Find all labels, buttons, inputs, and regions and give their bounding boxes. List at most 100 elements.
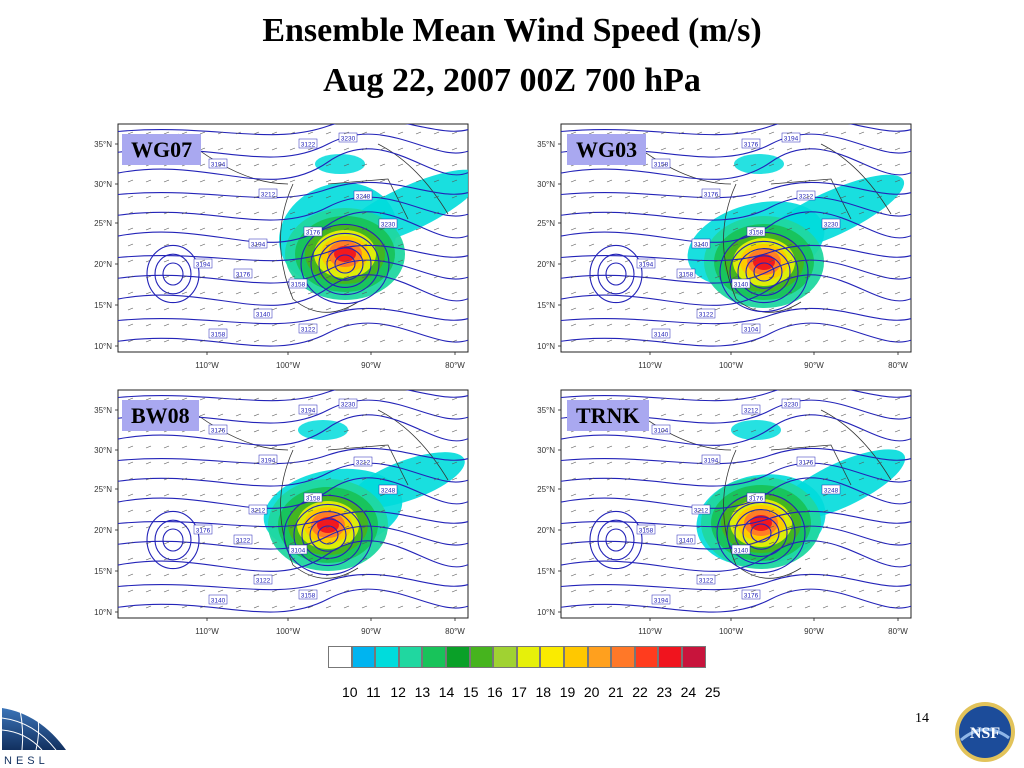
svg-text:3230: 3230 (784, 402, 799, 409)
slide-title: Ensemble Mean Wind Speed (m/s) (262, 12, 762, 49)
colorbar-label: 24 (680, 684, 697, 700)
panel-label: BW08 (122, 400, 199, 431)
svg-text:3248: 3248 (381, 488, 396, 495)
colorbar-swatch (422, 646, 446, 668)
lat-label: 25°N (94, 219, 112, 228)
lon-label: 100°W (719, 361, 744, 370)
colorbar-labels: 10 11 12 13 14 15 16 17 18 19 20 21 22 23 24 25 (342, 684, 729, 700)
svg-text:3230: 3230 (341, 402, 356, 409)
lat-label: 20°N (94, 260, 112, 269)
colorbar-swatch (375, 646, 399, 668)
lon-label: 100°W (276, 361, 301, 370)
contour-label: 3140 (651, 328, 671, 339)
svg-text:3158: 3158 (749, 230, 764, 237)
contour-label: 3122 (696, 308, 716, 319)
colorbar-label: 23 (656, 684, 673, 700)
svg-text:3194: 3194 (196, 262, 211, 269)
colorbar-label: 15 (462, 684, 479, 700)
lat-label: 35°N (94, 406, 112, 415)
wind-speed-shading (263, 420, 465, 571)
svg-text:3140: 3140 (734, 282, 749, 289)
colorbar-swatch (658, 646, 682, 668)
lon-label: 110°W (638, 361, 662, 370)
panel-label: TRNK (567, 400, 649, 431)
nesl-logo: NESL (1, 708, 66, 767)
wind-barbs (127, 131, 458, 343)
svg-text:3194: 3194 (704, 458, 719, 465)
colorbar-swatch (469, 646, 494, 668)
lon-label: 100°W (719, 627, 744, 636)
lon-label: 80°W (888, 627, 908, 636)
colorbar-label: 22 (632, 684, 648, 700)
svg-text:3140: 3140 (694, 242, 709, 249)
contour-label: 3158 (208, 328, 228, 339)
lon-label: 110°W (195, 627, 219, 636)
lat-label: 35°N (94, 140, 112, 149)
panel-label: WG07 (122, 134, 202, 165)
svg-text:3158: 3158 (654, 162, 669, 169)
coastline (177, 133, 449, 313)
svg-text:3122: 3122 (301, 327, 316, 334)
svg-text:3122: 3122 (699, 312, 714, 319)
contour-label: 3248 (378, 484, 398, 495)
contour-label: 3248 (353, 190, 373, 201)
colorbar-swatch (611, 646, 635, 668)
svg-text:3122: 3122 (699, 578, 714, 585)
svg-text:3230: 3230 (341, 136, 356, 143)
contour-label: 3140 (691, 238, 711, 249)
colorbar-swatch (634, 646, 659, 668)
svg-text:3176: 3176 (211, 428, 226, 435)
panel-label: WG03 (567, 134, 647, 165)
svg-text:3212: 3212 (744, 408, 759, 415)
svg-text:3194: 3194 (251, 242, 266, 249)
contour-label: 3140 (731, 278, 751, 289)
contour-label: 3194 (636, 258, 656, 269)
lat-label: 15°N (94, 567, 112, 576)
lon-label: 110°W (195, 361, 219, 370)
svg-text:3104: 3104 (744, 327, 759, 334)
svg-text:3176: 3176 (306, 230, 321, 237)
colorbar-label: 13 (414, 684, 431, 700)
lon-label: 110°W (638, 627, 662, 636)
colorbar-swatch (445, 646, 470, 668)
svg-text:3158: 3158 (679, 272, 694, 279)
colorbar-label: 25 (704, 684, 721, 700)
colorbar-swatch (493, 646, 517, 668)
svg-text:3212: 3212 (799, 194, 814, 201)
svg-text:3158: 3158 (306, 496, 321, 503)
svg-text:3104: 3104 (654, 428, 669, 435)
svg-text:3176: 3176 (704, 192, 719, 199)
svg-text:3194: 3194 (211, 162, 226, 169)
svg-text:3194: 3194 (301, 408, 316, 415)
svg-text:3176: 3176 (236, 272, 251, 279)
svg-text:3122: 3122 (301, 142, 316, 149)
contour-label: 3158 (298, 589, 318, 600)
svg-text:3176: 3176 (749, 496, 764, 503)
lat-label: 30°N (94, 180, 112, 189)
contour-label: 3176 (701, 188, 721, 199)
lon-label: 80°W (888, 361, 908, 370)
contour-label: 3176 (208, 424, 228, 435)
lat-label: 15°N (537, 567, 555, 576)
contour-label: 3122 (696, 574, 716, 585)
colorbar-label: 11 (366, 684, 381, 700)
contour-label: 3194 (258, 454, 278, 465)
svg-text:3176: 3176 (744, 593, 759, 600)
contour-label: 3122 (233, 534, 253, 545)
lat-label: 25°N (94, 485, 112, 494)
svg-text:3122: 3122 (256, 578, 271, 585)
contour-label: 3176 (746, 492, 766, 503)
colorbar-swatch (540, 646, 564, 668)
colorbar-swatch (681, 646, 706, 668)
lat-label: 25°N (537, 485, 555, 494)
contour-label: 3212 (691, 504, 711, 515)
svg-text:3212: 3212 (356, 460, 371, 467)
contour-label: 3104 (741, 323, 761, 334)
coastline (620, 399, 892, 579)
colorbar-label: 20 (583, 684, 600, 700)
lat-label: 20°N (537, 526, 555, 535)
lat-label: 35°N (537, 140, 555, 149)
contour-label: 3140 (676, 534, 696, 545)
contour-label: 3194 (651, 594, 671, 605)
colorbar-swatch (351, 646, 376, 668)
